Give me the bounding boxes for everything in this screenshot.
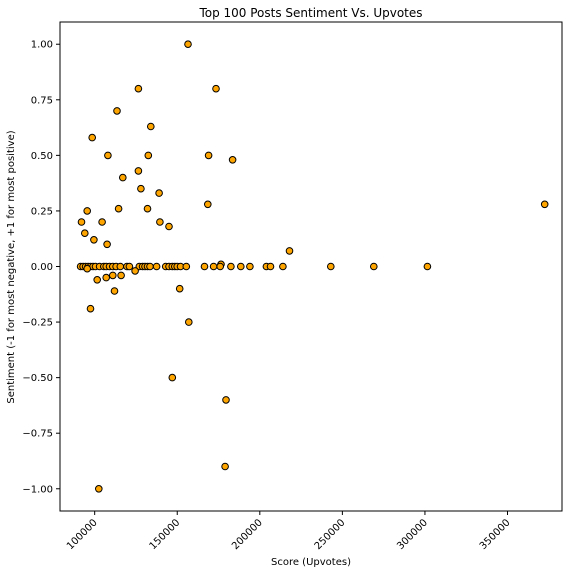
data-point	[165, 222, 173, 231]
data-point	[147, 122, 155, 131]
data-point	[117, 271, 125, 280]
data-point	[103, 240, 111, 249]
data-point	[227, 262, 235, 271]
data-point	[119, 173, 127, 182]
y-axis-title: Sentiment (-1 for most negative, +1 for …	[6, 130, 17, 403]
data-point	[98, 218, 106, 226]
points-layer	[76, 40, 549, 493]
data-point	[279, 262, 287, 271]
data-point	[131, 267, 139, 275]
y-tick-label: −0.75	[22, 429, 53, 440]
data-point	[134, 167, 143, 175]
y-tick-label: 0.75	[31, 95, 53, 106]
data-point	[423, 262, 432, 271]
data-point	[327, 262, 335, 271]
data-point	[216, 262, 224, 271]
data-point	[185, 318, 193, 326]
data-point	[184, 40, 192, 49]
data-point	[212, 84, 220, 93]
data-point	[143, 204, 152, 213]
data-point	[144, 151, 153, 160]
data-point	[246, 262, 254, 271]
data-point	[168, 373, 177, 382]
plot-area-frame	[59, 21, 563, 512]
data-point	[146, 262, 154, 271]
data-point	[113, 107, 121, 115]
y-tick-label: −1.00	[22, 484, 53, 495]
data-point	[104, 151, 112, 160]
y-tick-label: 0.25	[31, 206, 53, 217]
data-point	[209, 262, 218, 271]
data-point	[175, 284, 184, 293]
data-point	[285, 247, 294, 255]
data-point	[86, 304, 95, 313]
data-point	[81, 229, 89, 237]
data-point	[200, 262, 209, 271]
data-point	[266, 262, 275, 271]
data-point	[155, 189, 163, 197]
data-point	[93, 276, 101, 284]
data-point	[137, 184, 145, 193]
data-point	[110, 287, 119, 295]
y-tick-label: −0.50	[22, 373, 53, 384]
data-point	[102, 273, 110, 282]
data-point	[222, 396, 230, 404]
data-point	[88, 133, 96, 142]
chart-title: Top 100 Posts Sentiment Vs. Upvotes	[198, 6, 422, 20]
x-axis-title: Score (Upvotes)	[271, 557, 351, 568]
y-tick-label: 0.00	[31, 262, 53, 273]
data-point	[228, 156, 237, 164]
data-point	[95, 485, 103, 493]
data-point	[156, 218, 164, 226]
data-point	[182, 262, 191, 271]
data-point	[114, 204, 123, 213]
data-point	[134, 84, 143, 93]
y-tick-label: 0.50	[31, 151, 53, 162]
data-point	[116, 262, 125, 271]
data-point	[125, 262, 134, 271]
data-point	[370, 262, 378, 271]
data-point	[152, 262, 161, 271]
data-point	[204, 200, 212, 209]
data-point	[77, 218, 86, 226]
data-point	[83, 207, 91, 215]
data-point	[540, 200, 549, 209]
data-point	[83, 264, 91, 273]
y-tick-label: 1.00	[31, 40, 53, 51]
data-point	[109, 271, 117, 280]
y-tick-label: −0.25	[22, 318, 53, 329]
data-point	[204, 151, 213, 160]
data-point	[237, 262, 245, 271]
data-point	[90, 236, 98, 244]
data-point	[221, 462, 229, 471]
